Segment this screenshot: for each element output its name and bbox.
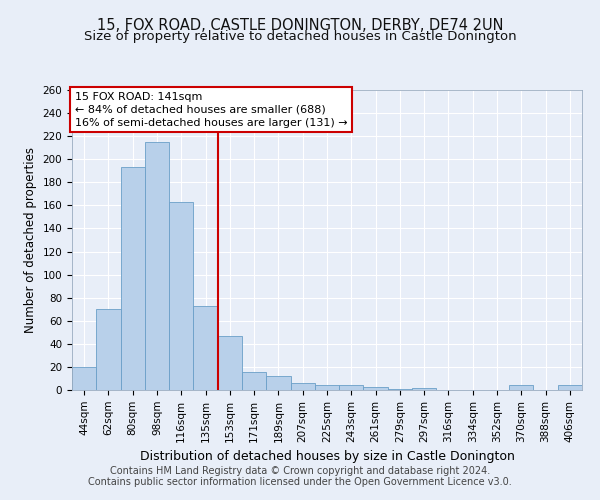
Bar — [290, 383, 315, 390]
Bar — [509, 386, 533, 390]
Text: 15, FOX ROAD, CASTLE DONINGTON, DERBY, DE74 2UN: 15, FOX ROAD, CASTLE DONINGTON, DERBY, D… — [97, 18, 503, 32]
Bar — [339, 386, 364, 390]
Text: Size of property relative to detached houses in Castle Donington: Size of property relative to detached ho… — [83, 30, 517, 43]
Bar — [218, 336, 242, 390]
Text: Contains public sector information licensed under the Open Government Licence v3: Contains public sector information licen… — [88, 477, 512, 487]
Y-axis label: Number of detached properties: Number of detached properties — [24, 147, 37, 333]
Bar — [193, 306, 218, 390]
Text: 15 FOX ROAD: 141sqm
← 84% of detached houses are smaller (688)
16% of semi-detac: 15 FOX ROAD: 141sqm ← 84% of detached ho… — [74, 92, 347, 128]
Bar — [558, 386, 582, 390]
Bar — [266, 376, 290, 390]
Text: Contains HM Land Registry data © Crown copyright and database right 2024.: Contains HM Land Registry data © Crown c… — [110, 466, 490, 476]
Bar — [388, 389, 412, 390]
Bar — [364, 386, 388, 390]
Bar — [169, 202, 193, 390]
X-axis label: Distribution of detached houses by size in Castle Donington: Distribution of detached houses by size … — [140, 450, 514, 463]
Bar — [121, 168, 145, 390]
Bar — [315, 386, 339, 390]
Bar — [96, 309, 121, 390]
Bar — [242, 372, 266, 390]
Bar — [412, 388, 436, 390]
Bar — [72, 367, 96, 390]
Bar — [145, 142, 169, 390]
